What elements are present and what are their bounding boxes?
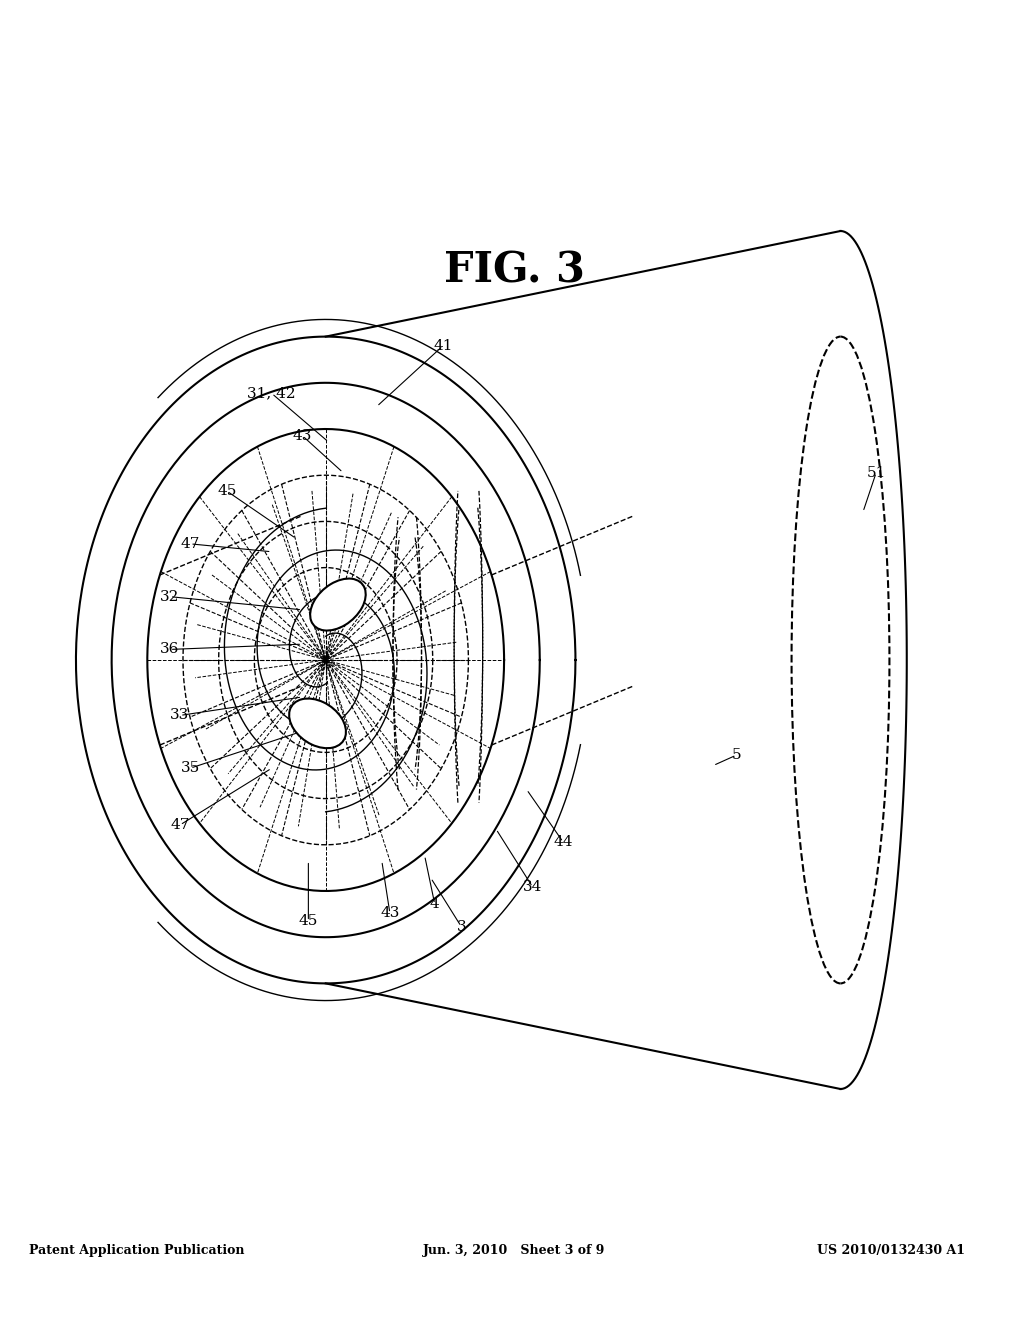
- Text: US 2010/0132430 A1: US 2010/0132430 A1: [817, 1243, 966, 1257]
- Text: Jun. 3, 2010   Sheet 3 of 9: Jun. 3, 2010 Sheet 3 of 9: [423, 1243, 605, 1257]
- Text: 3: 3: [457, 920, 466, 933]
- Text: 5: 5: [732, 748, 741, 762]
- Text: 47: 47: [170, 818, 189, 832]
- Text: 33: 33: [170, 709, 189, 722]
- Text: 51: 51: [866, 466, 886, 479]
- Text: 44: 44: [554, 836, 573, 849]
- Text: 43: 43: [293, 429, 312, 442]
- Text: 36: 36: [160, 643, 179, 656]
- Text: 4: 4: [430, 898, 439, 911]
- Text: 47: 47: [180, 537, 200, 550]
- Text: 43: 43: [380, 907, 399, 920]
- Text: 41: 41: [433, 339, 453, 352]
- Ellipse shape: [310, 578, 366, 631]
- Text: Patent Application Publication: Patent Application Publication: [30, 1243, 245, 1257]
- Text: 31, 42: 31, 42: [248, 387, 296, 400]
- Text: 35: 35: [180, 762, 200, 775]
- Text: 34: 34: [523, 880, 543, 894]
- Text: 45: 45: [299, 915, 318, 928]
- Text: 32: 32: [160, 590, 179, 603]
- Text: FIG. 3: FIG. 3: [443, 249, 585, 292]
- Text: 45: 45: [217, 484, 237, 498]
- Ellipse shape: [289, 698, 346, 748]
